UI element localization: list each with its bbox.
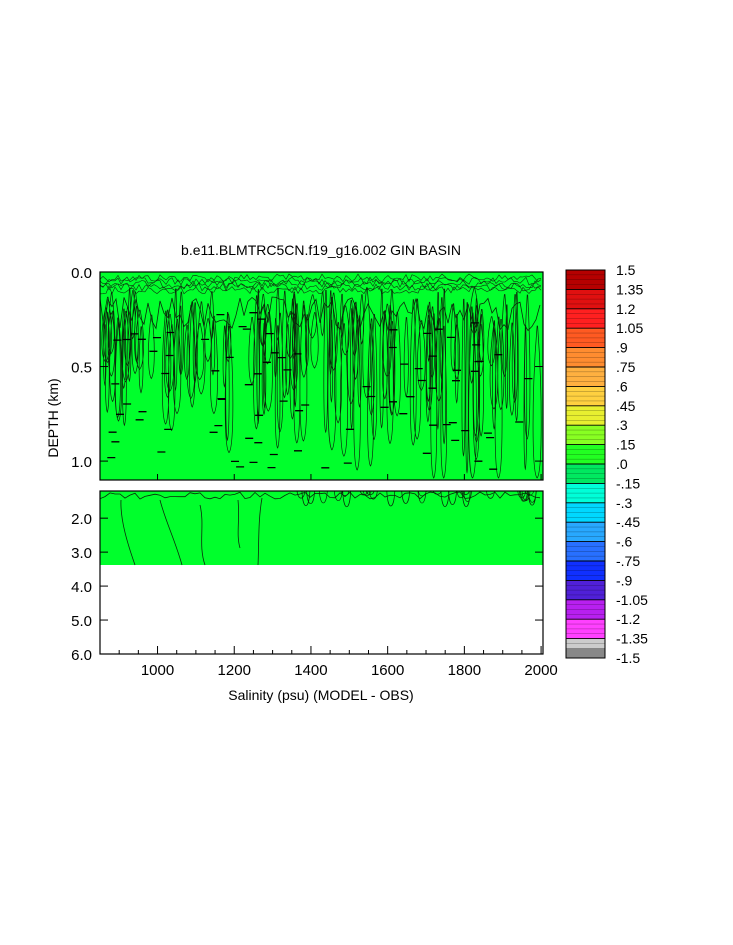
y-tick-label: 4.0 [71,579,92,596]
contour-line [120,499,136,566]
colorbar-label: .9 [616,340,628,356]
colorbar-label: -.75 [616,553,640,569]
y-tick-label: 6.0 [71,647,92,664]
contour-line [99,296,541,332]
colorbar-label: 1.35 [616,281,643,297]
contour-line [199,504,206,566]
chart-title: b.e11.BLMTRC5CN.f19_g16.002 GIN BASIN [181,242,461,258]
upper-panel [99,271,544,481]
lower-panel-frame [99,490,544,655]
upper-contour-lines [99,273,542,479]
colorbar-label: 1.2 [616,301,636,317]
colorbar-label: -.6 [616,534,633,550]
colorbar-label: -1.35 [616,631,648,647]
colorbar-label: -.9 [616,572,633,588]
upper-panel-frame [99,271,544,481]
contour-label-mark [107,312,533,470]
axes: 1000 1200 1400 1600 1800 2000 0.0 0.5 1.0 2.0 3.0 4… [71,265,558,679]
y-tick-label: 0.0 [71,265,92,282]
colorbar-label: -.3 [616,495,633,511]
colorbar-label: -.45 [616,514,640,530]
y-tick-label: 1.0 [71,454,92,471]
colorbar-label: .15 [616,437,636,453]
contour-line [99,491,541,500]
y-tick-label: 3.0 [71,545,92,562]
x-tick-label: 1200 [218,662,251,679]
colorbar-label: 1.5 [616,262,636,278]
contour-line [237,499,241,549]
colorbar-label: .3 [616,417,628,433]
contour-line [296,490,537,508]
y-axis-label: DEPTH (km) [45,378,61,457]
y-tick-label: 0.5 [71,360,92,377]
x-tick-label: 1600 [371,662,404,679]
colorbar: 1.5 1.35 1.2 1.05 .9 .75 .6 .45 .3 .15 .0 -.15 -.3 -.… [565,262,648,666]
colorbar-label: .75 [616,359,636,375]
x-tick-label: 1800 [448,662,481,679]
colorbar-label: -.15 [616,475,640,491]
contour-line [257,497,263,566]
y-tick-label: 2.0 [71,511,92,528]
x-tick-label: 1400 [294,662,327,679]
x-axis-label: Salinity (psu) (MODEL - OBS) [228,687,413,703]
x-tick-label: 2000 [524,662,557,679]
colorbar-swatch [566,648,605,658]
lower-panel-fill [100,491,543,565]
colorbar-label: 1.05 [616,320,643,336]
colorbar-label: -1.5 [616,650,640,666]
contour-line [159,499,183,566]
contour-line [99,273,542,295]
x-tick-label: 1000 [141,662,174,679]
colorbar-label: -1.2 [616,611,640,627]
colorbar-label: .0 [616,456,628,472]
lower-contour-lines [99,490,541,566]
colorbar-label: .45 [616,398,636,414]
colorbar-label: -1.05 [616,592,648,608]
lower-panel [99,490,544,655]
y-tick-label: 5.0 [71,613,92,630]
colorbar-label: .6 [616,378,628,394]
